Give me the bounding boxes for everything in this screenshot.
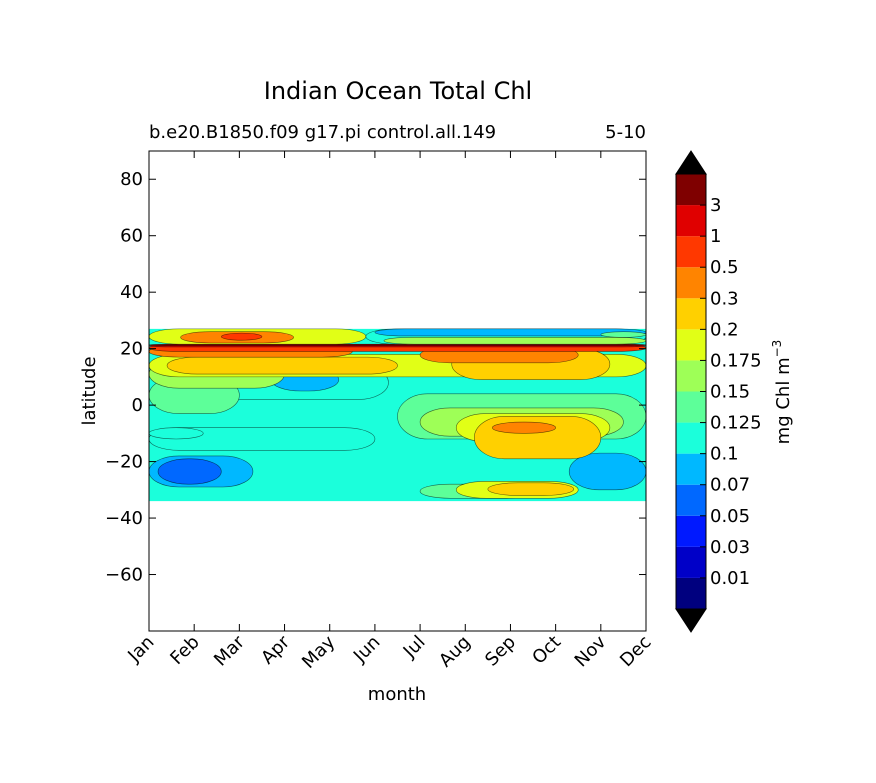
x-tick-label: May	[298, 631, 339, 672]
colorbar-tick-label: 0.03	[710, 537, 750, 558]
colorbar-tick-label: 0.05	[710, 506, 750, 527]
plot-frame	[148, 150, 647, 632]
contour-region	[487, 482, 575, 496]
y-tick-label: 20	[120, 339, 143, 360]
colorbar-swatch	[676, 422, 706, 454]
x-tick-label: Feb	[166, 632, 203, 669]
x-tick-label: Jul	[399, 632, 430, 663]
x-tick-label: Aug	[435, 632, 475, 672]
colorbar-label-text: mg Chl m	[773, 357, 794, 444]
y-axis-label: latitude	[79, 356, 100, 425]
colorbar-label: mg Chl m−3	[770, 340, 794, 445]
chart-subtitle-left: b.e20.B1850.f09 g17.pi control.all.149	[149, 122, 496, 143]
contour-region	[492, 421, 556, 434]
contour-region	[166, 356, 398, 375]
y-axis: 80 60 40 20 0 −20 −40 −60	[105, 169, 646, 586]
x-tick-label: Dec	[616, 632, 655, 671]
colorbar-tick-label: 0.3	[710, 288, 739, 309]
colorbar-tick-label: 0.175	[710, 350, 762, 371]
contour-region	[157, 458, 222, 485]
colorbar-swatch	[676, 267, 706, 299]
x-tick-label: Nov	[571, 631, 611, 671]
colorbar-swatch	[676, 546, 706, 578]
contour-region	[600, 331, 647, 338]
colorbar-swatch	[676, 329, 706, 361]
x-tick-label: Sep	[481, 632, 520, 671]
x-tick-label: Oct	[528, 632, 565, 669]
colorbar-swatch	[676, 360, 706, 392]
colorbar: 0.01 0.03 0.05 0.07 0.1 0.125 0.15 0.175 0.2 0.3 0…	[675, 150, 762, 633]
colorbar-swatch	[676, 298, 706, 330]
x-tick-label: Apr	[257, 631, 294, 668]
contour-region	[148, 427, 204, 440]
colorbar-swatch	[676, 236, 706, 268]
contour-region	[220, 332, 263, 341]
contour-field	[148, 328, 647, 502]
colorbar-swatch	[676, 577, 706, 609]
contour-region	[383, 337, 647, 345]
colorbar-swatch	[676, 205, 706, 237]
y-tick-label: 40	[120, 282, 143, 303]
colorbar-tick-label: 0.5	[710, 257, 739, 278]
colorbar-label-exponent: −3	[770, 340, 784, 358]
colorbar-over-arrow	[675, 150, 707, 175]
colorbar-under-arrow	[675, 608, 707, 633]
y-tick-label: −20	[105, 452, 143, 473]
colorbar-tick-label: 0.07	[710, 475, 750, 496]
colorbar-tick-label: 3	[710, 195, 721, 216]
colorbar-swatch	[676, 391, 706, 423]
colorbar-tick-label: 0.01	[710, 568, 750, 589]
x-tick-label: Jun	[349, 632, 384, 667]
colorbar-tick-label: 1	[710, 226, 721, 247]
colorbar-tick-label: 0.15	[710, 382, 750, 403]
y-tick-label: 60	[120, 226, 143, 247]
colorbar-swatch	[676, 453, 706, 485]
colorbar-tick-label: 0.1	[710, 444, 739, 465]
x-tick-label: Jan	[123, 632, 158, 667]
chart-subtitle-right: 5-10	[605, 122, 646, 143]
y-tick-label: −60	[105, 565, 143, 586]
y-tick-label: −40	[105, 508, 143, 529]
contour-region	[568, 452, 647, 491]
chart-title: Indian Ocean Total Chl	[264, 77, 532, 105]
y-tick-label: 0	[132, 395, 143, 416]
x-axis-label: month	[368, 684, 426, 705]
colorbar-swatch	[676, 484, 706, 516]
colorbar-swatch	[676, 515, 706, 547]
colorbar-tick-label: 0.2	[710, 319, 739, 340]
colorbar-tick-label: 0.125	[710, 413, 762, 434]
plot-area: 80 60 40 20 0 −20 −40 −60 Jan Feb Mar Apr May Jun Jul…	[105, 150, 656, 673]
y-tick-label: 80	[120, 169, 143, 190]
x-tick-label: Mar	[210, 631, 249, 670]
colorbar-swatch	[676, 174, 706, 206]
